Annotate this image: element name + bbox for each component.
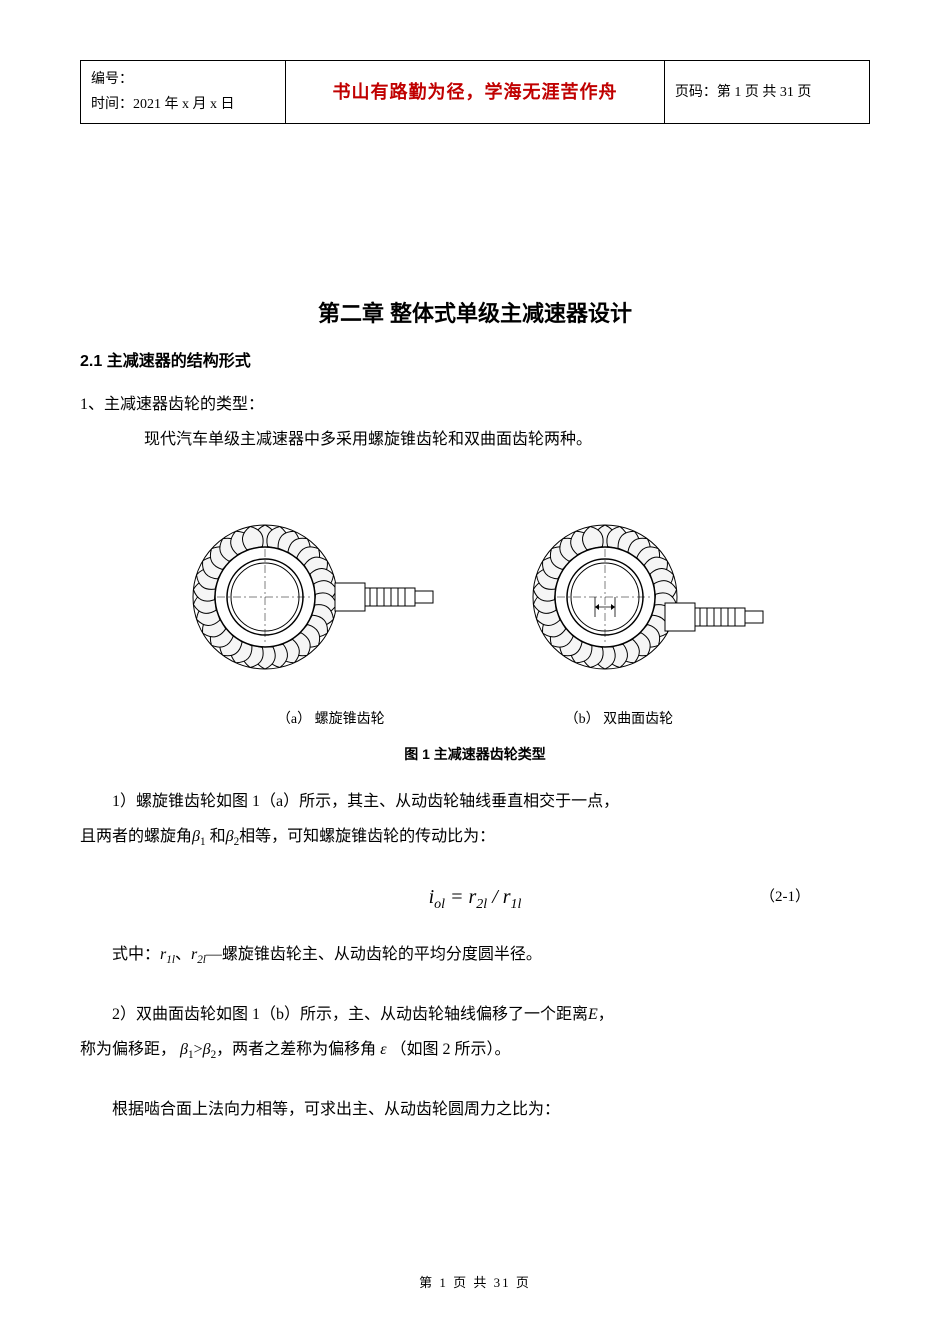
- epsilon-symbol: ε: [380, 1041, 386, 1058]
- p6-pre: 称为偏移距，: [80, 1041, 176, 1058]
- E-symbol: E: [588, 1006, 598, 1023]
- header-table: 编号： 时间：2021 年 x 月 x 日 书山有路勤为径，学海无涯苦作舟 页码…: [80, 60, 870, 124]
- chapter-title: 第二章 整体式单级主减速器设计: [80, 294, 870, 334]
- equation-number: （2-1）: [760, 884, 810, 911]
- para-2: 现代汽车单级主减速器中多采用螺旋锥齿轮和双曲面齿轮两种。: [80, 422, 870, 457]
- beta1-symbol: β1: [192, 828, 206, 845]
- p3b-mid: 和: [210, 828, 226, 845]
- p5-post: ，: [598, 1006, 614, 1023]
- header-center-cell: 书山有路勤为径，学海无涯苦作舟: [286, 61, 665, 124]
- gt-sign: >: [194, 1041, 203, 1058]
- header-left-cell: 编号： 时间：2021 年 x 月 x 日: [81, 61, 286, 124]
- p6-mid: ，两者之差称为偏移角: [216, 1041, 376, 1058]
- document-page: 编号： 时间：2021 年 x 月 x 日 书山有路勤为径，学海无涯苦作舟 页码…: [0, 0, 950, 1344]
- spiral-bevel-gear-icon: [165, 497, 445, 697]
- p5-pre: 2）双曲面齿轮如图 1（b）所示，主、从动齿轮轴线偏移了一个距离: [112, 1006, 588, 1023]
- p4-pre: 式中：: [112, 946, 160, 963]
- motto-text: 书山有路勤为径，学海无涯苦作舟: [332, 82, 617, 102]
- para-1: 1、主减速器齿轮的类型：: [80, 387, 870, 422]
- page-code-label: 页码：第 1 页 共 31 页: [675, 85, 812, 100]
- figure-sub-captions: （a） 螺旋锥齿轮 （b） 双曲面齿轮: [80, 707, 870, 732]
- page-footer: 第 1 页 共 31 页: [0, 1271, 950, 1294]
- doc-id-label: 编号：: [91, 67, 275, 92]
- para-7: 根据啮合面上法向力相等，可求出主、从动齿轮圆周力之比为：: [80, 1092, 870, 1127]
- para-4: 式中：r1l、r2l—螺旋锥齿轮主、从动齿轮的平均分度圆半径。: [80, 937, 870, 973]
- beta2-gt: β2: [203, 1041, 217, 1058]
- p4-post: —螺旋锥齿轮主、从动齿轮的平均分度圆半径。: [206, 946, 542, 963]
- caption-a: （a） 螺旋锥齿轮: [277, 707, 385, 732]
- p4-mid: 、: [175, 946, 191, 963]
- p3b-pre: 且两者的螺旋角: [80, 828, 192, 845]
- para-3a: 1）螺旋锥齿轮如图 1（a）所示，其主、从动齿轮轴线垂直相交于一点，: [80, 784, 870, 819]
- beta2-symbol: β2: [226, 828, 240, 845]
- r2l-symbol: r2l: [191, 946, 206, 963]
- beta1-gt: β1: [180, 1041, 194, 1058]
- para-3b: 且两者的螺旋角β1 和β2相等，可知螺旋锥齿轮的传动比为：: [80, 819, 870, 855]
- header-right-cell: 页码：第 1 页 共 31 页: [664, 61, 869, 124]
- equation-text: iol = r2l / r1l: [429, 879, 522, 917]
- p6-post: （如图 2 所示）。: [391, 1041, 511, 1058]
- para-5: 2）双曲面齿轮如图 1（b）所示，主、从动齿轮轴线偏移了一个距离E，: [80, 997, 870, 1032]
- figure-1-caption: 图 1 主减速器齿轮类型: [80, 742, 870, 767]
- section-2-1-title: 2.1 主减速器的结构形式: [80, 348, 870, 377]
- doc-time-label: 时间：2021 年 x 月 x 日: [91, 92, 275, 117]
- para-6: 称为偏移距， β1>β2，两者之差称为偏移角 ε （如图 2 所示）。: [80, 1032, 870, 1068]
- caption-b: （b） 双曲面齿轮: [565, 707, 674, 732]
- r1l-symbol: r1l: [160, 946, 175, 963]
- p3b-post: 相等，可知螺旋锥齿轮的传动比为：: [239, 828, 495, 845]
- equation-2-1: iol = r2l / r1l （2-1）: [80, 879, 870, 917]
- figure-1: [80, 497, 870, 697]
- hypoid-gear-icon: [505, 497, 785, 697]
